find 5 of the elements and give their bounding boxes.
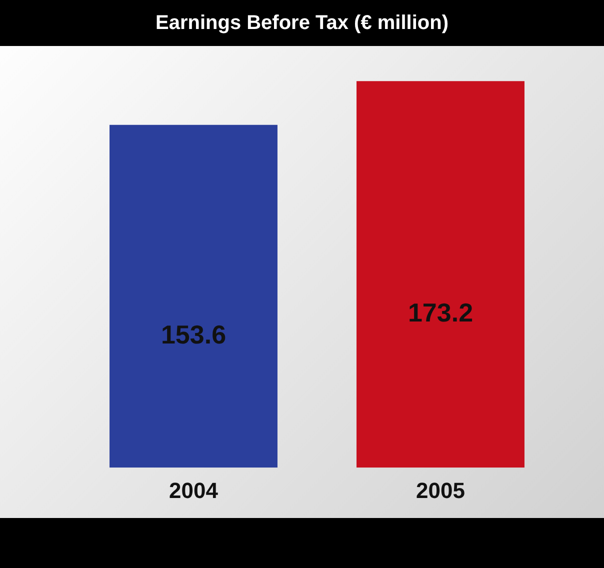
x-tick-label: 2004 bbox=[169, 478, 219, 503]
chart-title: Earnings Before Tax (€ million) bbox=[0, 0, 604, 46]
data-label: 173.2 bbox=[408, 298, 474, 328]
x-tick-label: 2005 bbox=[416, 478, 465, 503]
data-label: 153.6 bbox=[160, 319, 226, 350]
